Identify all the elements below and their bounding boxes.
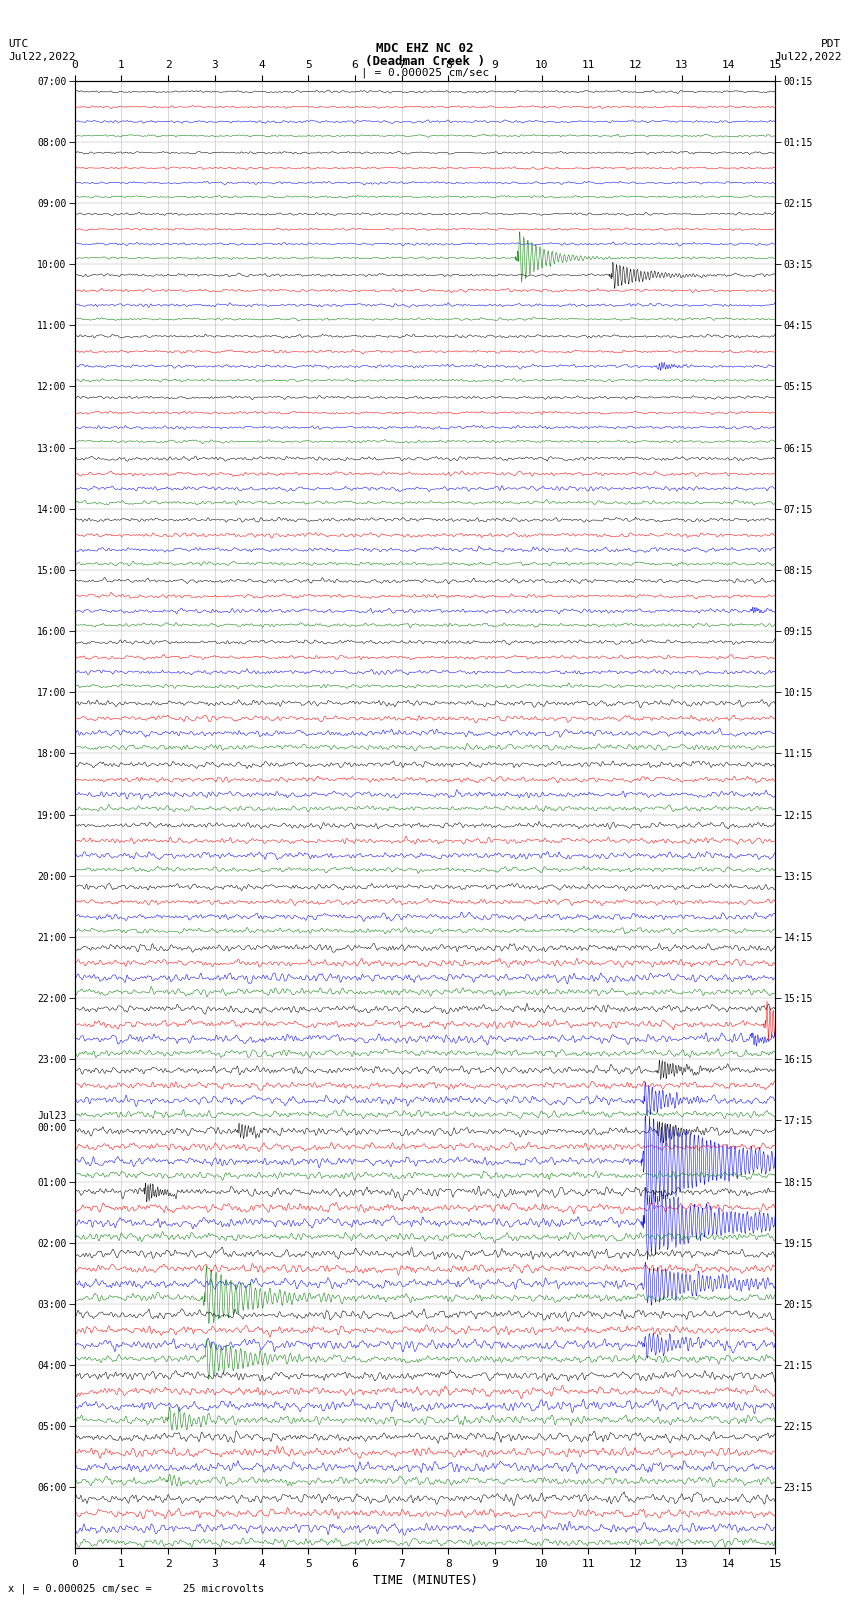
Text: Jul22,2022: Jul22,2022 <box>774 52 842 61</box>
Text: Jul22,2022: Jul22,2022 <box>8 52 76 61</box>
Text: (Deadman Creek ): (Deadman Creek ) <box>365 55 485 68</box>
Text: MDC EHZ NC 02: MDC EHZ NC 02 <box>377 42 473 55</box>
Text: PDT: PDT <box>821 39 842 48</box>
Text: | = 0.000025 cm/sec: | = 0.000025 cm/sec <box>361 68 489 79</box>
Text: x | = 0.000025 cm/sec =     25 microvolts: x | = 0.000025 cm/sec = 25 microvolts <box>8 1582 264 1594</box>
Text: UTC: UTC <box>8 39 29 48</box>
X-axis label: TIME (MINUTES): TIME (MINUTES) <box>372 1574 478 1587</box>
